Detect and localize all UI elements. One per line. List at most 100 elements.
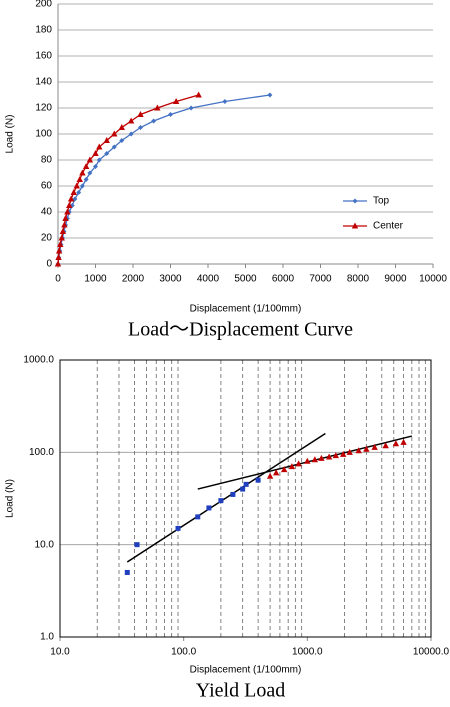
x-axis-label: Displacement (1/100mm) (190, 304, 302, 315)
marker (243, 481, 249, 487)
marker (55, 254, 62, 260)
x-tick-label: 5000 (234, 274, 257, 285)
marker (58, 234, 65, 241)
marker (154, 104, 161, 111)
y-tick-label: 80 (41, 155, 53, 166)
marker (92, 150, 99, 156)
x-tick-label: 6000 (272, 274, 295, 285)
y-tick-label: 1.0 (40, 632, 54, 643)
y-tick-label: 140 (35, 77, 52, 88)
x-tick-label: 8000 (347, 274, 370, 285)
marker (332, 452, 340, 459)
marker (280, 466, 288, 473)
marker (62, 215, 69, 221)
y-axis-label: Load (N) (5, 479, 16, 518)
marker (352, 198, 358, 204)
x-tick-label: 4000 (197, 274, 220, 285)
marker (295, 460, 302, 467)
marker (96, 157, 102, 163)
marker (86, 156, 94, 163)
marker (83, 177, 89, 182)
x-tick-label: 1000 (84, 274, 107, 285)
y-tick-label: 20 (41, 233, 53, 244)
marker (318, 454, 325, 461)
y-tick-label: 200 (35, 0, 52, 10)
marker (87, 170, 93, 176)
marker (134, 542, 140, 548)
x-tick-label: 7000 (309, 274, 332, 285)
marker (311, 456, 319, 463)
y-tick-label: 100.0 (29, 447, 54, 458)
y-tick-label: 120 (35, 103, 52, 114)
fit-line (126, 432, 326, 563)
y-axis-label: Load (N) (5, 115, 16, 154)
marker (138, 125, 143, 130)
marker (137, 111, 144, 117)
series-line (57, 94, 270, 265)
marker (111, 130, 118, 137)
marker (61, 221, 68, 228)
legend-label: Top (373, 196, 390, 207)
marker (73, 182, 80, 189)
marker (255, 477, 261, 483)
marker (96, 143, 103, 150)
marker (118, 124, 125, 130)
marker (82, 163, 90, 169)
marker (363, 445, 370, 452)
marker (76, 176, 83, 182)
y-tick-label: 0 (46, 259, 52, 270)
marker (70, 189, 77, 195)
marker (151, 118, 157, 124)
marker (325, 453, 333, 460)
marker (64, 208, 71, 215)
marker (79, 183, 85, 189)
x-tick-label: 9000 (384, 274, 407, 285)
marker (175, 525, 181, 531)
x-tick-label: 10000 (419, 274, 447, 285)
marker (57, 241, 64, 247)
marker (272, 469, 280, 476)
marker (79, 169, 86, 176)
marker (346, 448, 353, 455)
marker (67, 195, 75, 202)
x-tick-label: 10000.0 (413, 647, 450, 658)
marker (76, 190, 82, 195)
y-tick-label: 160 (35, 51, 52, 62)
marker (93, 164, 98, 169)
marker (304, 457, 311, 464)
marker (392, 440, 400, 447)
marker (124, 569, 130, 575)
chart-caption: Load～Displacement Curve (128, 319, 353, 341)
marker (351, 222, 359, 229)
marker (188, 105, 194, 111)
marker (355, 447, 362, 454)
marker (266, 472, 274, 479)
x-tick-label: 0 (55, 274, 61, 285)
marker (222, 99, 228, 104)
marker (371, 443, 378, 450)
marker (230, 491, 236, 497)
y-tick-label: 60 (41, 181, 53, 192)
marker (218, 498, 224, 504)
x-axis-label: Displacement (1/100mm) (190, 665, 302, 676)
chart-caption: Yield Load (196, 680, 285, 702)
marker (240, 486, 246, 492)
marker (267, 92, 273, 98)
marker (104, 151, 110, 156)
marker (54, 260, 62, 267)
marker (66, 202, 73, 208)
y-tick-label: 10.0 (35, 539, 55, 550)
x-tick-label: 1000.0 (292, 647, 323, 658)
marker (340, 450, 347, 457)
marker (119, 138, 125, 143)
marker (111, 144, 117, 150)
marker (288, 463, 296, 470)
x-tick-label: 2000 (122, 274, 145, 285)
y-tick-label: 180 (35, 25, 52, 36)
marker (195, 91, 202, 98)
marker (55, 247, 63, 254)
y-tick-label: 1000.0 (23, 355, 54, 366)
marker (128, 131, 134, 137)
